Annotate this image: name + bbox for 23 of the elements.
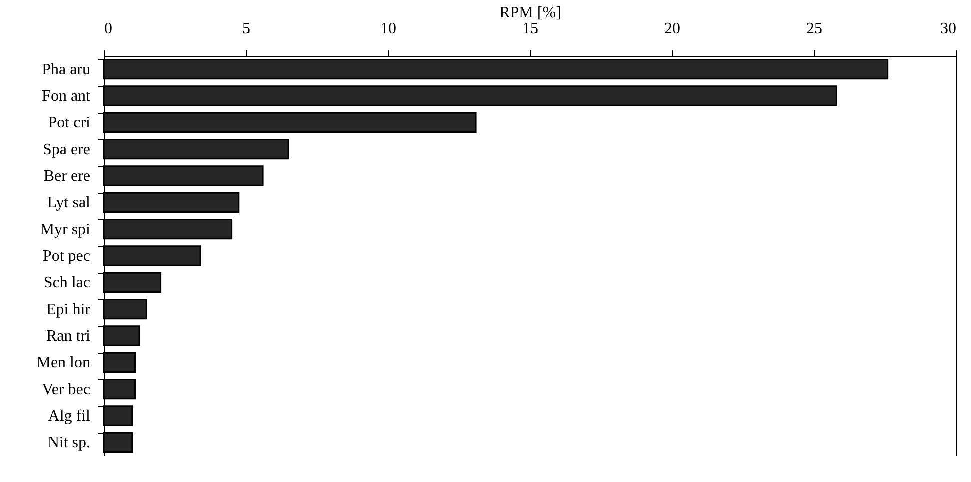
y-tick-label: Ver bec (42, 381, 90, 398)
y-tick-label: Fon ant (42, 88, 92, 105)
y-tick-label: Men lon (36, 354, 90, 372)
x-axis-title: RPM [%] (500, 4, 562, 22)
x-tick-label: 10 (380, 20, 396, 38)
y-tick-label: Spa ere (42, 141, 90, 158)
y-tick-label: Ber ere (44, 168, 90, 185)
y-tick-label: Pha aru (42, 61, 90, 78)
x-tick-label: 0 (104, 20, 112, 38)
y-tick-label: Epi hir (46, 301, 92, 318)
y-tick-label: Nit sp. (48, 434, 90, 452)
y-tick-label: Pot cri (48, 114, 92, 132)
x-tick-label: 25 (806, 20, 822, 38)
x-tick-label: 5 (242, 20, 250, 38)
y-tick-label: Pot pec (42, 248, 90, 265)
y-tick-label: Lyt sal (47, 194, 92, 212)
y-tick-label: Alg fil (48, 408, 92, 425)
y-tick-label: Ran tri (46, 328, 92, 345)
y-tick-label: Myr spi (40, 221, 92, 238)
x-tick-label: 30 (940, 20, 956, 38)
x-tick-label: 15 (522, 20, 538, 38)
x-tick-label: 20 (664, 20, 680, 38)
y-tick-label: Sch lac (44, 274, 90, 292)
